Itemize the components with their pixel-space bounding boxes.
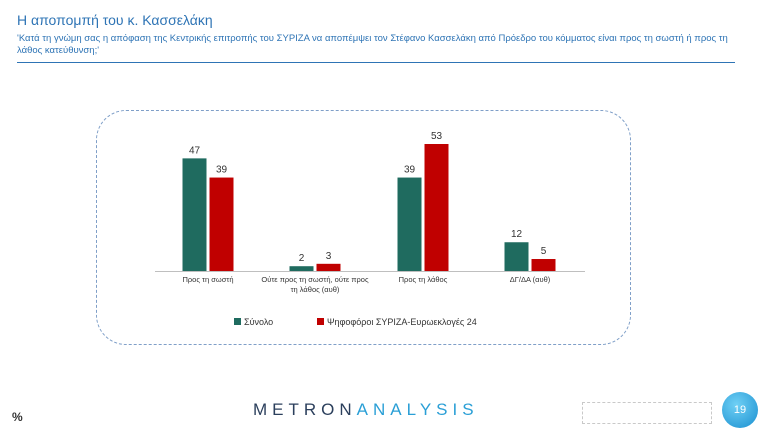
legend-label-1: Ψηφοφόροι ΣΥΡΙΖΑ-Ευρωεκλογές 24 xyxy=(327,317,477,327)
chart-frame xyxy=(96,110,631,345)
metron-analysis-logo: METRONANALYSIS xyxy=(253,400,479,420)
bar-syriza-0 xyxy=(209,177,234,271)
bar-total-3 xyxy=(504,242,529,271)
percent-label: % xyxy=(12,410,23,424)
bar-total-0 xyxy=(182,158,207,271)
data-label: 47 xyxy=(189,145,201,156)
title-rule xyxy=(17,62,735,63)
legend-label-0: Σύνολο xyxy=(244,317,273,327)
bar-syriza-2 xyxy=(424,144,449,271)
footer-box xyxy=(582,402,712,424)
page-number-badge: 19 xyxy=(722,392,758,428)
data-label: 12 xyxy=(511,229,523,240)
category-label: Προς τη σωστή xyxy=(182,275,233,284)
legend-swatch-1 xyxy=(317,318,324,325)
legend-swatch-0 xyxy=(234,318,241,325)
data-label: 3 xyxy=(326,251,332,262)
bar-total-2 xyxy=(397,177,422,271)
logo-part-analysis: ANALYSIS xyxy=(356,400,479,419)
bar-total-1 xyxy=(289,266,314,271)
chart-title: Η αποπομπή του κ. Κασσελάκη xyxy=(17,12,213,28)
category-label: Προς τη λάθος xyxy=(399,275,448,284)
category-label: Ούτε προς τη σωστή, ούτε προς xyxy=(261,275,369,284)
data-label: 39 xyxy=(404,165,416,176)
bar-syriza-3 xyxy=(531,259,556,271)
data-label: 39 xyxy=(216,165,228,176)
chart-subtitle: 'Κατά τη γνώμη σας η απόφαση της Κεντρικ… xyxy=(17,33,728,56)
data-label: 53 xyxy=(431,131,443,142)
data-label: 5 xyxy=(541,246,547,257)
page-number: 19 xyxy=(733,404,747,416)
category-label: τη λάθος (αυθ) xyxy=(291,285,340,294)
category-label: ΔΓ/ΔΑ (αυθ) xyxy=(510,275,551,284)
logo-part-metron: METRON xyxy=(253,400,357,419)
data-label: 2 xyxy=(299,253,305,264)
bar-syriza-1 xyxy=(316,263,341,271)
